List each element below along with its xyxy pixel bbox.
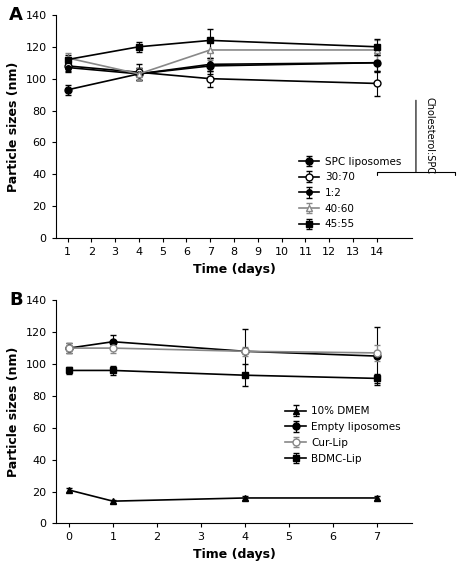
Y-axis label: Particle sizes (nm): Particle sizes (nm) xyxy=(7,61,20,191)
Legend: SPC liposomes, 30:70, 1:2, 40:60, 45:55: SPC liposomes, 30:70, 1:2, 40:60, 45:55 xyxy=(294,152,405,233)
Text: A: A xyxy=(9,6,23,24)
Text: Cholesterol:SPC: Cholesterol:SPC xyxy=(425,97,435,174)
Y-axis label: Particle sizes (nm): Particle sizes (nm) xyxy=(7,346,20,477)
Legend: 10% DMEM, Empty liposomes, Cur-Lip, BDMC-Lip: 10% DMEM, Empty liposomes, Cur-Lip, BDMC… xyxy=(281,402,405,467)
Text: B: B xyxy=(9,291,23,310)
X-axis label: Time (days): Time (days) xyxy=(192,548,275,561)
X-axis label: Time (days): Time (days) xyxy=(192,262,275,275)
